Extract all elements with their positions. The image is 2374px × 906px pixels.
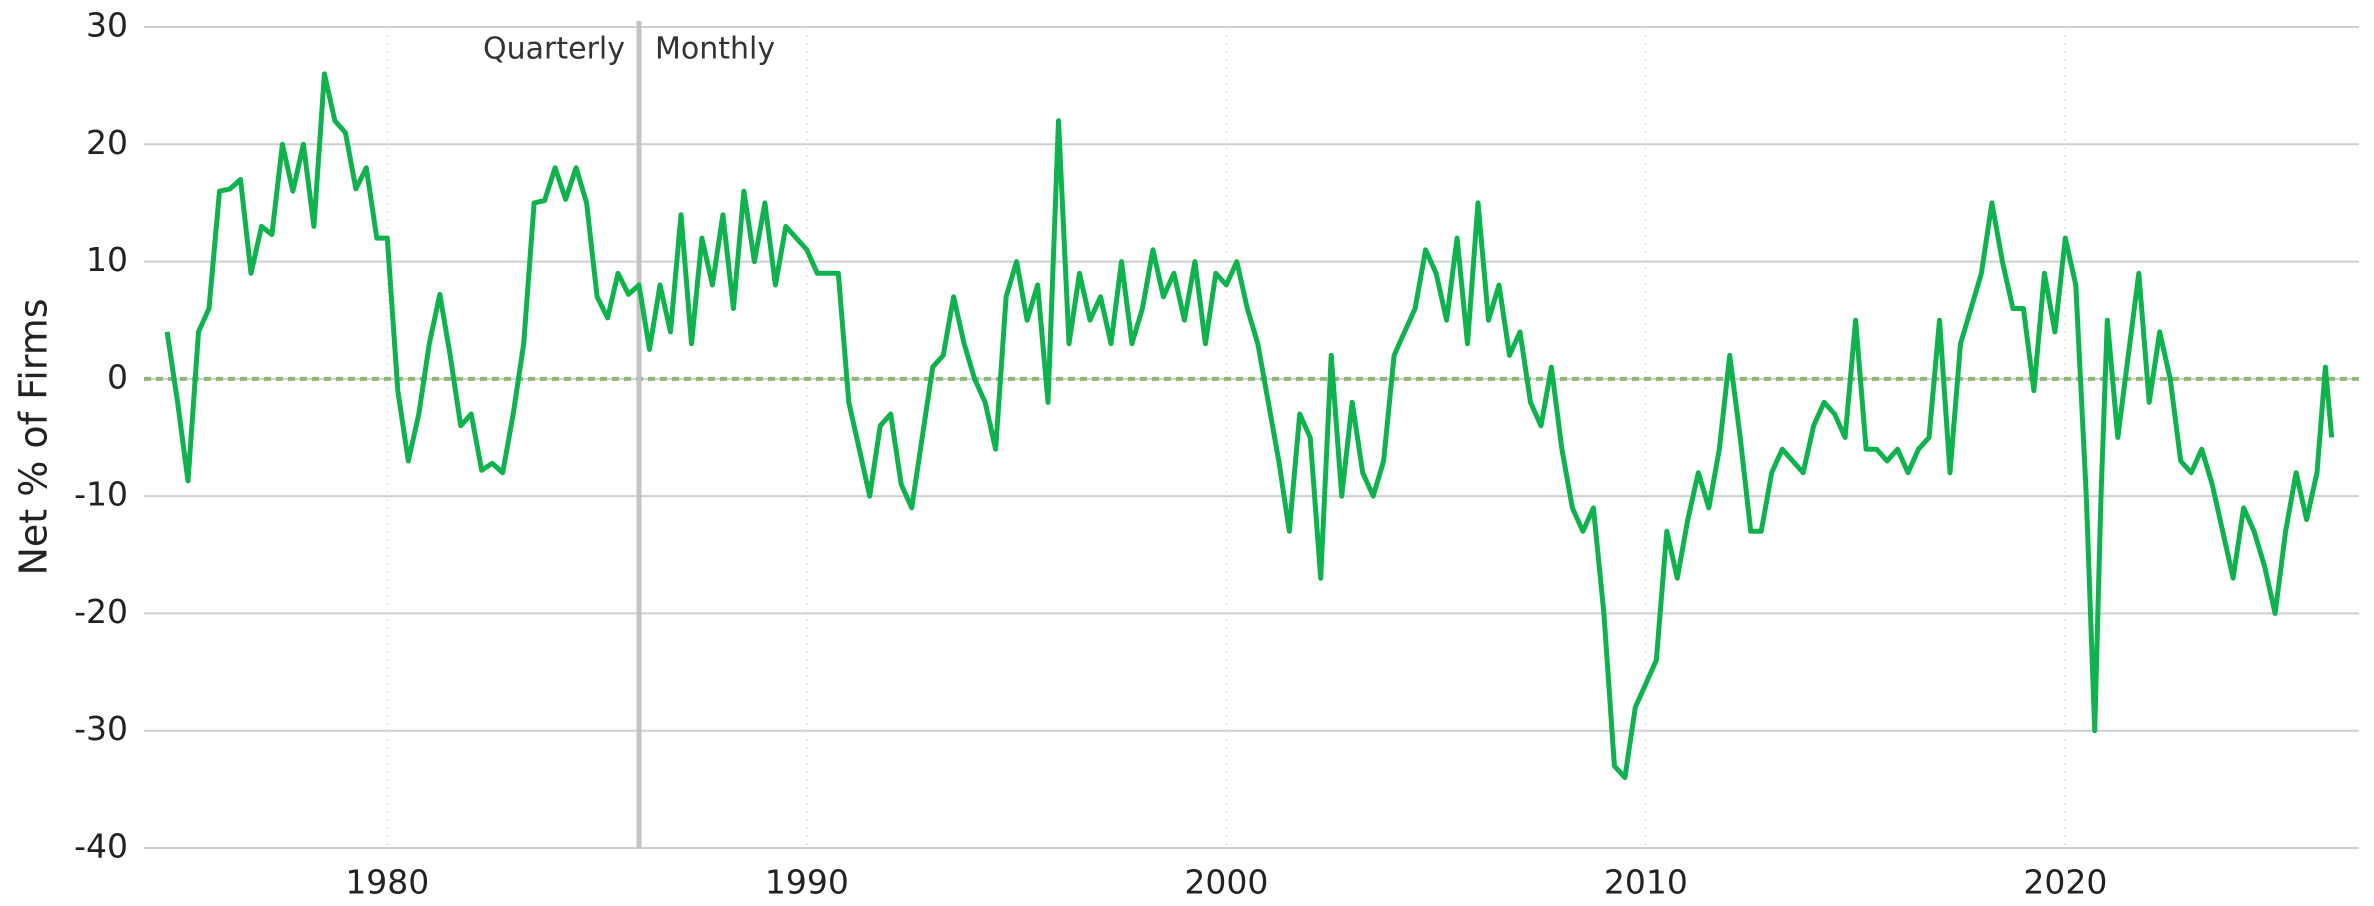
y-tick-label: -40	[74, 827, 128, 866]
data-line	[164, 71, 2335, 781]
annotation: Quarterly	[483, 32, 625, 67]
y-tick-label: -30	[74, 709, 128, 748]
x-tick-label: 1990	[765, 863, 849, 902]
y-tick-label: -10	[74, 475, 128, 514]
y-tick-label: 20	[86, 123, 128, 162]
x-tick-label: 2000	[1184, 863, 1268, 902]
x-tick-label: 2020	[2023, 863, 2107, 902]
annotation: Monthly	[655, 32, 775, 67]
y-tick-label: 10	[86, 240, 128, 279]
y-axis-label: Net % of Firms	[12, 298, 56, 575]
x-tick-label: 2010	[1604, 863, 1688, 902]
x-tick-label: 1980	[345, 863, 429, 902]
y-tick-label: 30	[86, 6, 128, 45]
y-tick-label: 0	[107, 357, 128, 396]
y-tick-label: -20	[74, 592, 128, 631]
